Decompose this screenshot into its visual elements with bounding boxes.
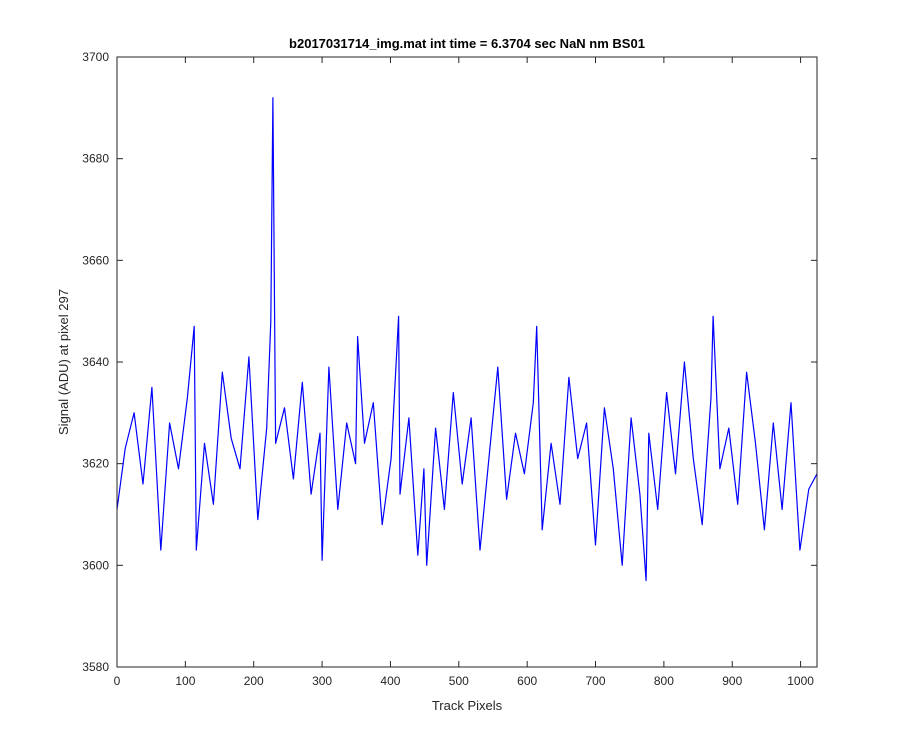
y-tick-label: 3580	[82, 660, 109, 674]
x-tick-label: 1000	[787, 674, 814, 688]
x-axis-ticks: 0 100 200 300 400 500 600 700 800 900 1000	[114, 57, 814, 688]
plot-frame	[116, 56, 818, 668]
x-tick-label: 0	[114, 674, 121, 688]
x-tick-label: 700	[586, 674, 606, 688]
series-line-1	[116, 97, 818, 582]
x-tick-label: 200	[244, 674, 264, 688]
y-tick-label: 3660	[82, 253, 109, 267]
y-tick-label: 3680	[82, 152, 109, 166]
series-layer	[116, 97, 818, 582]
x-axis-label: Track Pixels	[432, 698, 503, 713]
y-axis-ticks: 3580 3600 3620 3640 3660 3680 3700	[82, 50, 817, 674]
y-tick-label: 3600	[82, 558, 109, 572]
x-tick-label: 300	[312, 674, 332, 688]
x-tick-label: 800	[654, 674, 674, 688]
x-tick-label: 900	[722, 674, 742, 688]
y-axis-label: Signal (ADU) at pixel 297	[56, 289, 71, 435]
y-tick-label: 3640	[82, 355, 109, 369]
x-tick-label: 400	[380, 674, 400, 688]
y-tick-label: 3620	[82, 457, 109, 471]
plot-area	[117, 57, 817, 667]
y-tick-label: 3700	[82, 50, 109, 64]
x-tick-label: 500	[449, 674, 469, 688]
x-tick-label: 100	[175, 674, 195, 688]
chart-title: b2017031714_img.mat int time = 6.3704 se…	[289, 36, 645, 51]
x-tick-label: 600	[517, 674, 537, 688]
